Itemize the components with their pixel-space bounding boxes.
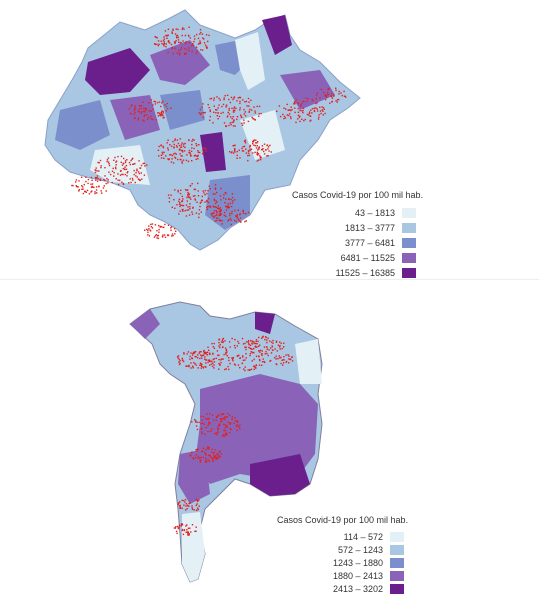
legend-title: Casos Covid-19 por 100 mil hab. xyxy=(292,190,424,200)
legend-row: 3777 – 6481 xyxy=(345,237,417,249)
class-patch xyxy=(235,32,265,90)
legend-swatch xyxy=(401,267,417,279)
class-patch xyxy=(295,339,322,384)
legend-row: 43 – 1813 xyxy=(355,207,417,219)
legend-swatch xyxy=(389,570,405,582)
bottom-region-map xyxy=(129,301,323,583)
legend-label: 43 – 1813 xyxy=(354,208,395,218)
legend-label: 11525 – 16385 xyxy=(335,268,395,278)
class-patch xyxy=(90,145,150,185)
class-patch xyxy=(195,374,318,484)
class-patch xyxy=(130,309,160,339)
legend-label: 1813 – 3777 xyxy=(344,223,395,233)
class-patch xyxy=(150,40,210,85)
top-region-map xyxy=(44,9,361,251)
legend-swatch xyxy=(389,531,405,543)
covid-hotspots xyxy=(173,335,294,536)
legend-title: Casos Covid-19 por 100 mil hab. xyxy=(277,515,409,525)
class-patch xyxy=(55,100,110,150)
covid-hotspots xyxy=(71,26,347,240)
legend-swatch xyxy=(401,222,417,234)
legend-row: 572 – 1243 xyxy=(338,544,405,556)
legend-row: 6481 – 11525 xyxy=(341,252,417,264)
legend-label: 1880 – 2413 xyxy=(332,571,383,581)
class-patch xyxy=(178,449,210,504)
legend-row: 114 – 572 xyxy=(344,531,405,543)
legend-swatch xyxy=(389,557,405,569)
class-patch xyxy=(250,454,310,496)
legend-row: 1243 – 1880 xyxy=(333,557,405,569)
legend-label: 3777 – 6481 xyxy=(344,238,395,248)
class-patch xyxy=(240,110,285,160)
legend-swatch xyxy=(401,252,417,264)
legend-row: 2413 – 3202 xyxy=(333,583,405,595)
class-patch xyxy=(280,70,335,110)
legend-swatch xyxy=(401,207,417,219)
legend-swatch xyxy=(389,544,405,556)
legend-row: 1813 – 3777 xyxy=(345,222,417,234)
class-patch xyxy=(150,150,200,215)
class-patch xyxy=(160,90,205,130)
legend-row: 11525 – 16385 xyxy=(336,267,417,279)
class-patch xyxy=(255,312,275,334)
bottom-map-legend: Casos Covid-19 por 100 mil hab. 114 – 57… xyxy=(277,515,409,595)
legend-label: 572 – 1243 xyxy=(337,545,383,555)
top-map-legend: Casos Covid-19 por 100 mil hab. 43 – 181… xyxy=(292,190,424,280)
separator xyxy=(0,279,539,280)
class-patch xyxy=(182,512,205,582)
class-patch xyxy=(200,132,226,172)
legend-row: 1880 – 2413 xyxy=(333,570,405,582)
class-patch xyxy=(262,15,292,55)
legend-label: 6481 – 11525 xyxy=(340,253,395,263)
legend-label: 114 – 572 xyxy=(343,532,383,542)
class-patch xyxy=(205,175,250,230)
class-patch xyxy=(85,48,150,95)
legend-label: 2413 – 3202 xyxy=(332,584,383,594)
legend-swatch xyxy=(401,237,417,249)
legend-label: 1243 – 1880 xyxy=(332,558,383,568)
legend-swatch xyxy=(389,583,405,595)
